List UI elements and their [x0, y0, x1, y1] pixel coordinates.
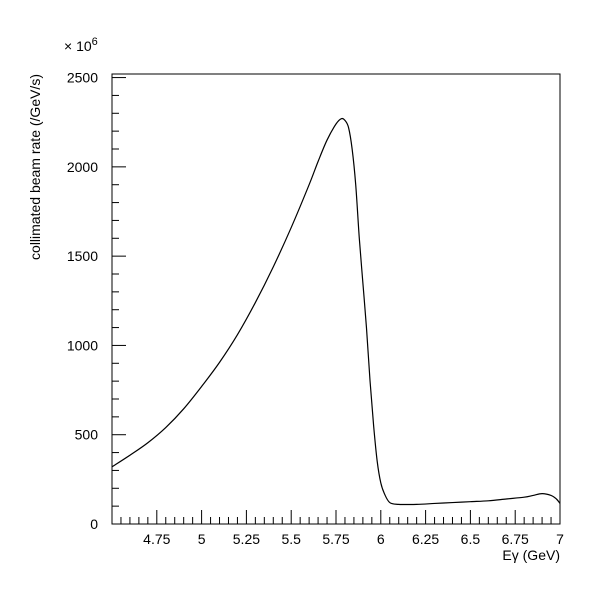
x-tick-label: 5 [198, 531, 206, 547]
y-multiplier-base: × 10 [64, 38, 92, 54]
y-tick-label: 500 [75, 427, 99, 443]
x-tick-label: 7 [556, 531, 564, 547]
x-tick-label: 5.25 [233, 531, 260, 547]
y-multiplier: × 106 [64, 36, 98, 54]
plot-frame [111, 73, 561, 525]
y-multiplier-exponent: 6 [92, 36, 98, 48]
y-axis-ticks [112, 77, 126, 525]
x-tick-label: 5.75 [322, 531, 349, 547]
x-tick-label: 6 [377, 531, 385, 547]
y-tick-label: 1500 [67, 248, 98, 264]
x-axis-ticks [111, 510, 561, 524]
x-tick-label: 5.5 [281, 531, 301, 547]
y-tick-label: 2000 [67, 159, 98, 175]
series-line [111, 117, 561, 506]
y-tick-label: 0 [90, 516, 98, 532]
x-axis-title: Eγ (GeV) [502, 547, 560, 563]
x-tick-label: 6.25 [412, 531, 439, 547]
y-tick-label: 2500 [67, 70, 98, 86]
x-tick-label: 4.75 [143, 531, 170, 547]
x-tick-label: 6.75 [502, 531, 529, 547]
x-tick-label: 6.5 [461, 531, 481, 547]
y-axis-tick-labels: 0 500 1000 1500 2000 2500 [67, 70, 98, 532]
x-axis-tick-labels: 4.75 5 5.25 5.5 5.75 6 6.25 6.5 6.75 7 [143, 531, 564, 547]
y-axis-title: collimated beam rate (/GeV/s) [27, 74, 43, 260]
y-tick-label: 1000 [67, 337, 98, 353]
